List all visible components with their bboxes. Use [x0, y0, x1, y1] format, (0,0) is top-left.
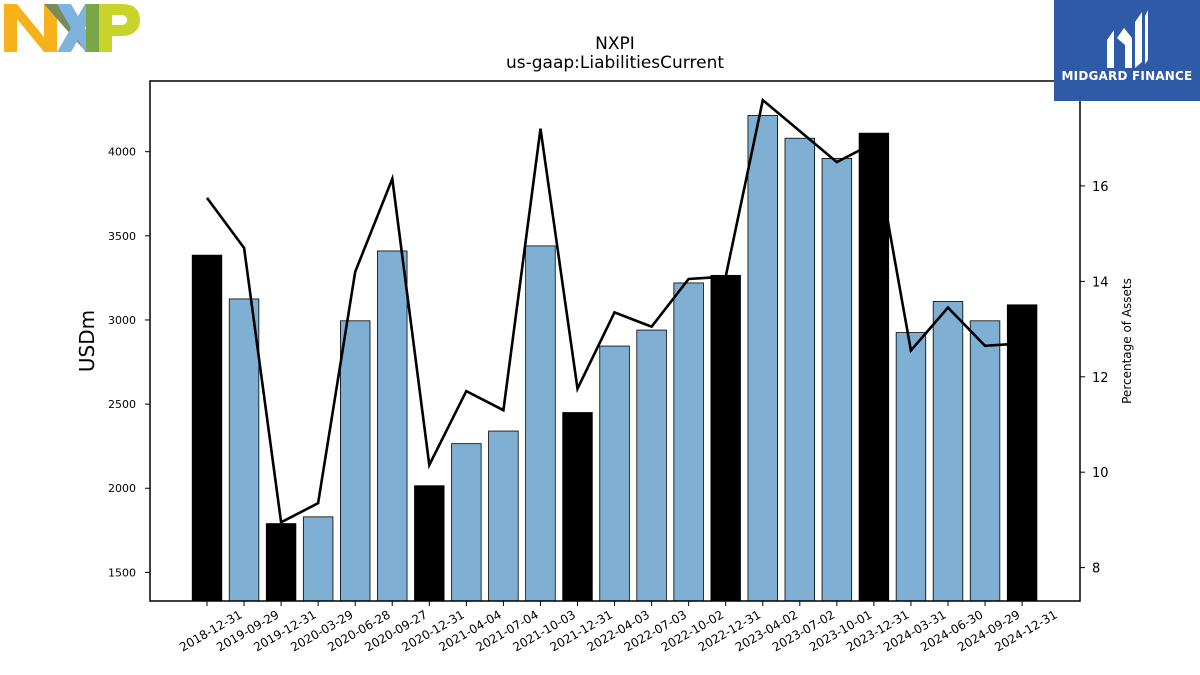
- y-tick-label: 4000: [108, 146, 136, 159]
- bar: [895, 332, 927, 602]
- y2-tick-label: 8: [1092, 562, 1100, 577]
- bar: [302, 516, 334, 602]
- chart-subtitle: us-gaap:LiabilitiesCurrent: [506, 53, 724, 73]
- bar: [414, 485, 445, 602]
- bar: [339, 320, 371, 602]
- chart-title: NXPI: [595, 34, 635, 54]
- midgard-finance-badge: MIDGARD FINANCE: [1054, 0, 1200, 101]
- bar: [784, 137, 816, 602]
- bar: [451, 443, 482, 602]
- y-tick-label: 2500: [108, 398, 136, 411]
- y2-tick-label: 14: [1092, 275, 1109, 290]
- bar: [599, 345, 630, 602]
- bar: [377, 250, 408, 602]
- y2-tick-label: 16: [1092, 180, 1109, 195]
- nxp-logo: [4, 4, 140, 58]
- bar: [525, 245, 556, 602]
- y2-axis-label: Percentage of Assets: [1120, 278, 1134, 404]
- plot-frame: [149, 80, 1081, 602]
- y2-tick-label: 10: [1092, 466, 1109, 481]
- bar: [636, 329, 667, 602]
- y-tick-label: 3500: [108, 230, 136, 243]
- y2-tick-label: 12: [1092, 371, 1109, 386]
- bar: [228, 298, 260, 602]
- y-tick-label: 2000: [108, 482, 136, 495]
- y-tick-label: 1500: [108, 566, 136, 579]
- bar: [710, 274, 741, 602]
- y-tick-label: 3000: [108, 314, 136, 327]
- bar: [858, 132, 890, 602]
- midgard-logo-icon: [1107, 10, 1148, 68]
- percentage-line: [205, 97, 1023, 525]
- bar: [191, 254, 223, 602]
- bar: [265, 523, 297, 602]
- bar: [562, 412, 593, 602]
- y-axis-label: USDm: [75, 310, 99, 372]
- midgard-finance-label: MIDGARD FINANCE: [1061, 69, 1193, 83]
- bar: [673, 282, 704, 602]
- bar: [488, 430, 519, 602]
- bar: [932, 301, 964, 602]
- bar: [821, 158, 853, 602]
- bar: [969, 320, 1001, 602]
- bar: [747, 115, 778, 602]
- bar: [1006, 304, 1038, 602]
